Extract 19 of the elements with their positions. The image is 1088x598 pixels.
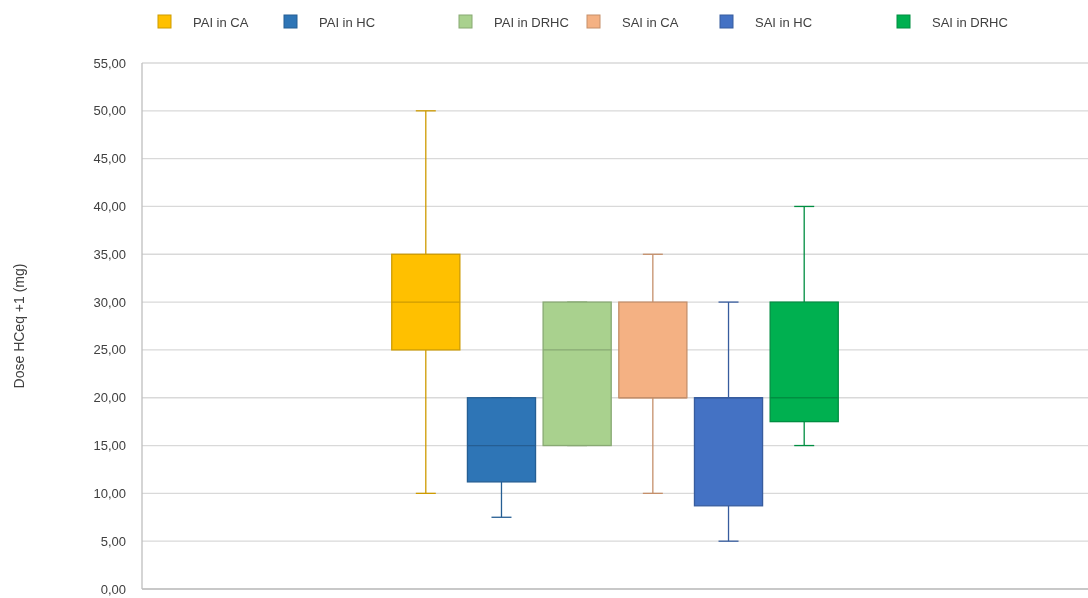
- y-tick-label: 5,00: [100, 533, 126, 549]
- y-tick-label: 0,00: [100, 581, 126, 597]
- y-tick-label: 15,00: [93, 438, 126, 454]
- y-tick-label: 45,00: [93, 151, 126, 167]
- legend-label: PAI in CA: [193, 14, 249, 30]
- y-tick-label: 35,00: [93, 246, 126, 262]
- legend-label: PAI in DRHC: [494, 14, 569, 30]
- legend-label: SAI in DRHC: [932, 14, 1008, 30]
- legend-label: SAI in CA: [622, 14, 679, 30]
- y-tick-label: 25,00: [93, 342, 126, 358]
- y-axis-title: Dose HCeq +1 (mg): [11, 263, 27, 389]
- legend-label: SAI in HC: [755, 14, 813, 30]
- legend-label: PAI in HC: [319, 14, 376, 30]
- y-tick-label: 20,00: [93, 390, 126, 406]
- y-tick-label: 30,00: [93, 294, 126, 310]
- y-tick-label: 50,00: [93, 103, 126, 119]
- y-tick-label: 55,00: [93, 55, 126, 71]
- y-tick-label: 10,00: [93, 485, 126, 501]
- y-tick-label: 40,00: [93, 199, 126, 214]
